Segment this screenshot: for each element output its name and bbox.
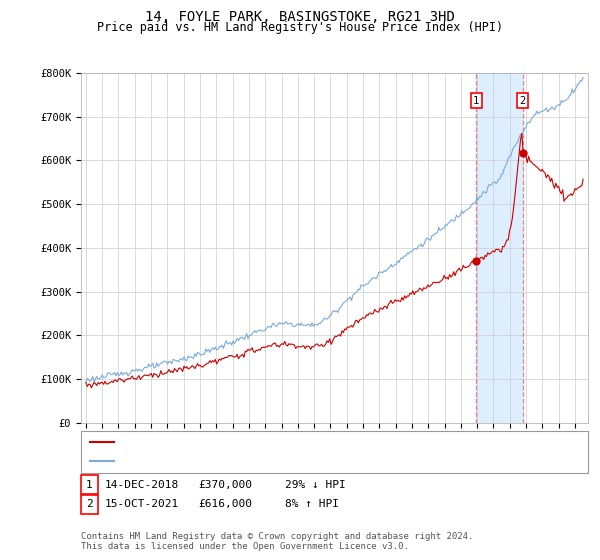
- Text: £616,000: £616,000: [198, 500, 252, 509]
- Text: 14, FOYLE PARK, BASINGSTOKE, RG21 3HD: 14, FOYLE PARK, BASINGSTOKE, RG21 3HD: [145, 10, 455, 24]
- Text: Price paid vs. HM Land Registry's House Price Index (HPI): Price paid vs. HM Land Registry's House …: [97, 21, 503, 34]
- Text: Contains HM Land Registry data © Crown copyright and database right 2024.: Contains HM Land Registry data © Crown c…: [81, 532, 473, 541]
- Bar: [476, 73, 523, 423]
- Text: 14, FOYLE PARK, BASINGSTOKE, RG21 3HD (detached house): 14, FOYLE PARK, BASINGSTOKE, RG21 3HD (d…: [120, 437, 458, 447]
- Text: 14-DEC-2018: 14-DEC-2018: [105, 480, 179, 489]
- Text: 1: 1: [86, 480, 93, 489]
- Text: 2: 2: [86, 500, 93, 509]
- Text: 8% ↑ HPI: 8% ↑ HPI: [285, 500, 339, 509]
- Text: 15-OCT-2021: 15-OCT-2021: [105, 500, 179, 509]
- Text: HPI: Average price, detached house, Basingstoke and Deane: HPI: Average price, detached house, Basi…: [120, 456, 476, 466]
- Text: 2: 2: [520, 96, 526, 106]
- Text: This data is licensed under the Open Government Licence v3.0.: This data is licensed under the Open Gov…: [81, 542, 409, 550]
- Text: 29% ↓ HPI: 29% ↓ HPI: [285, 480, 346, 489]
- Text: 1: 1: [473, 96, 479, 106]
- Text: £370,000: £370,000: [198, 480, 252, 489]
